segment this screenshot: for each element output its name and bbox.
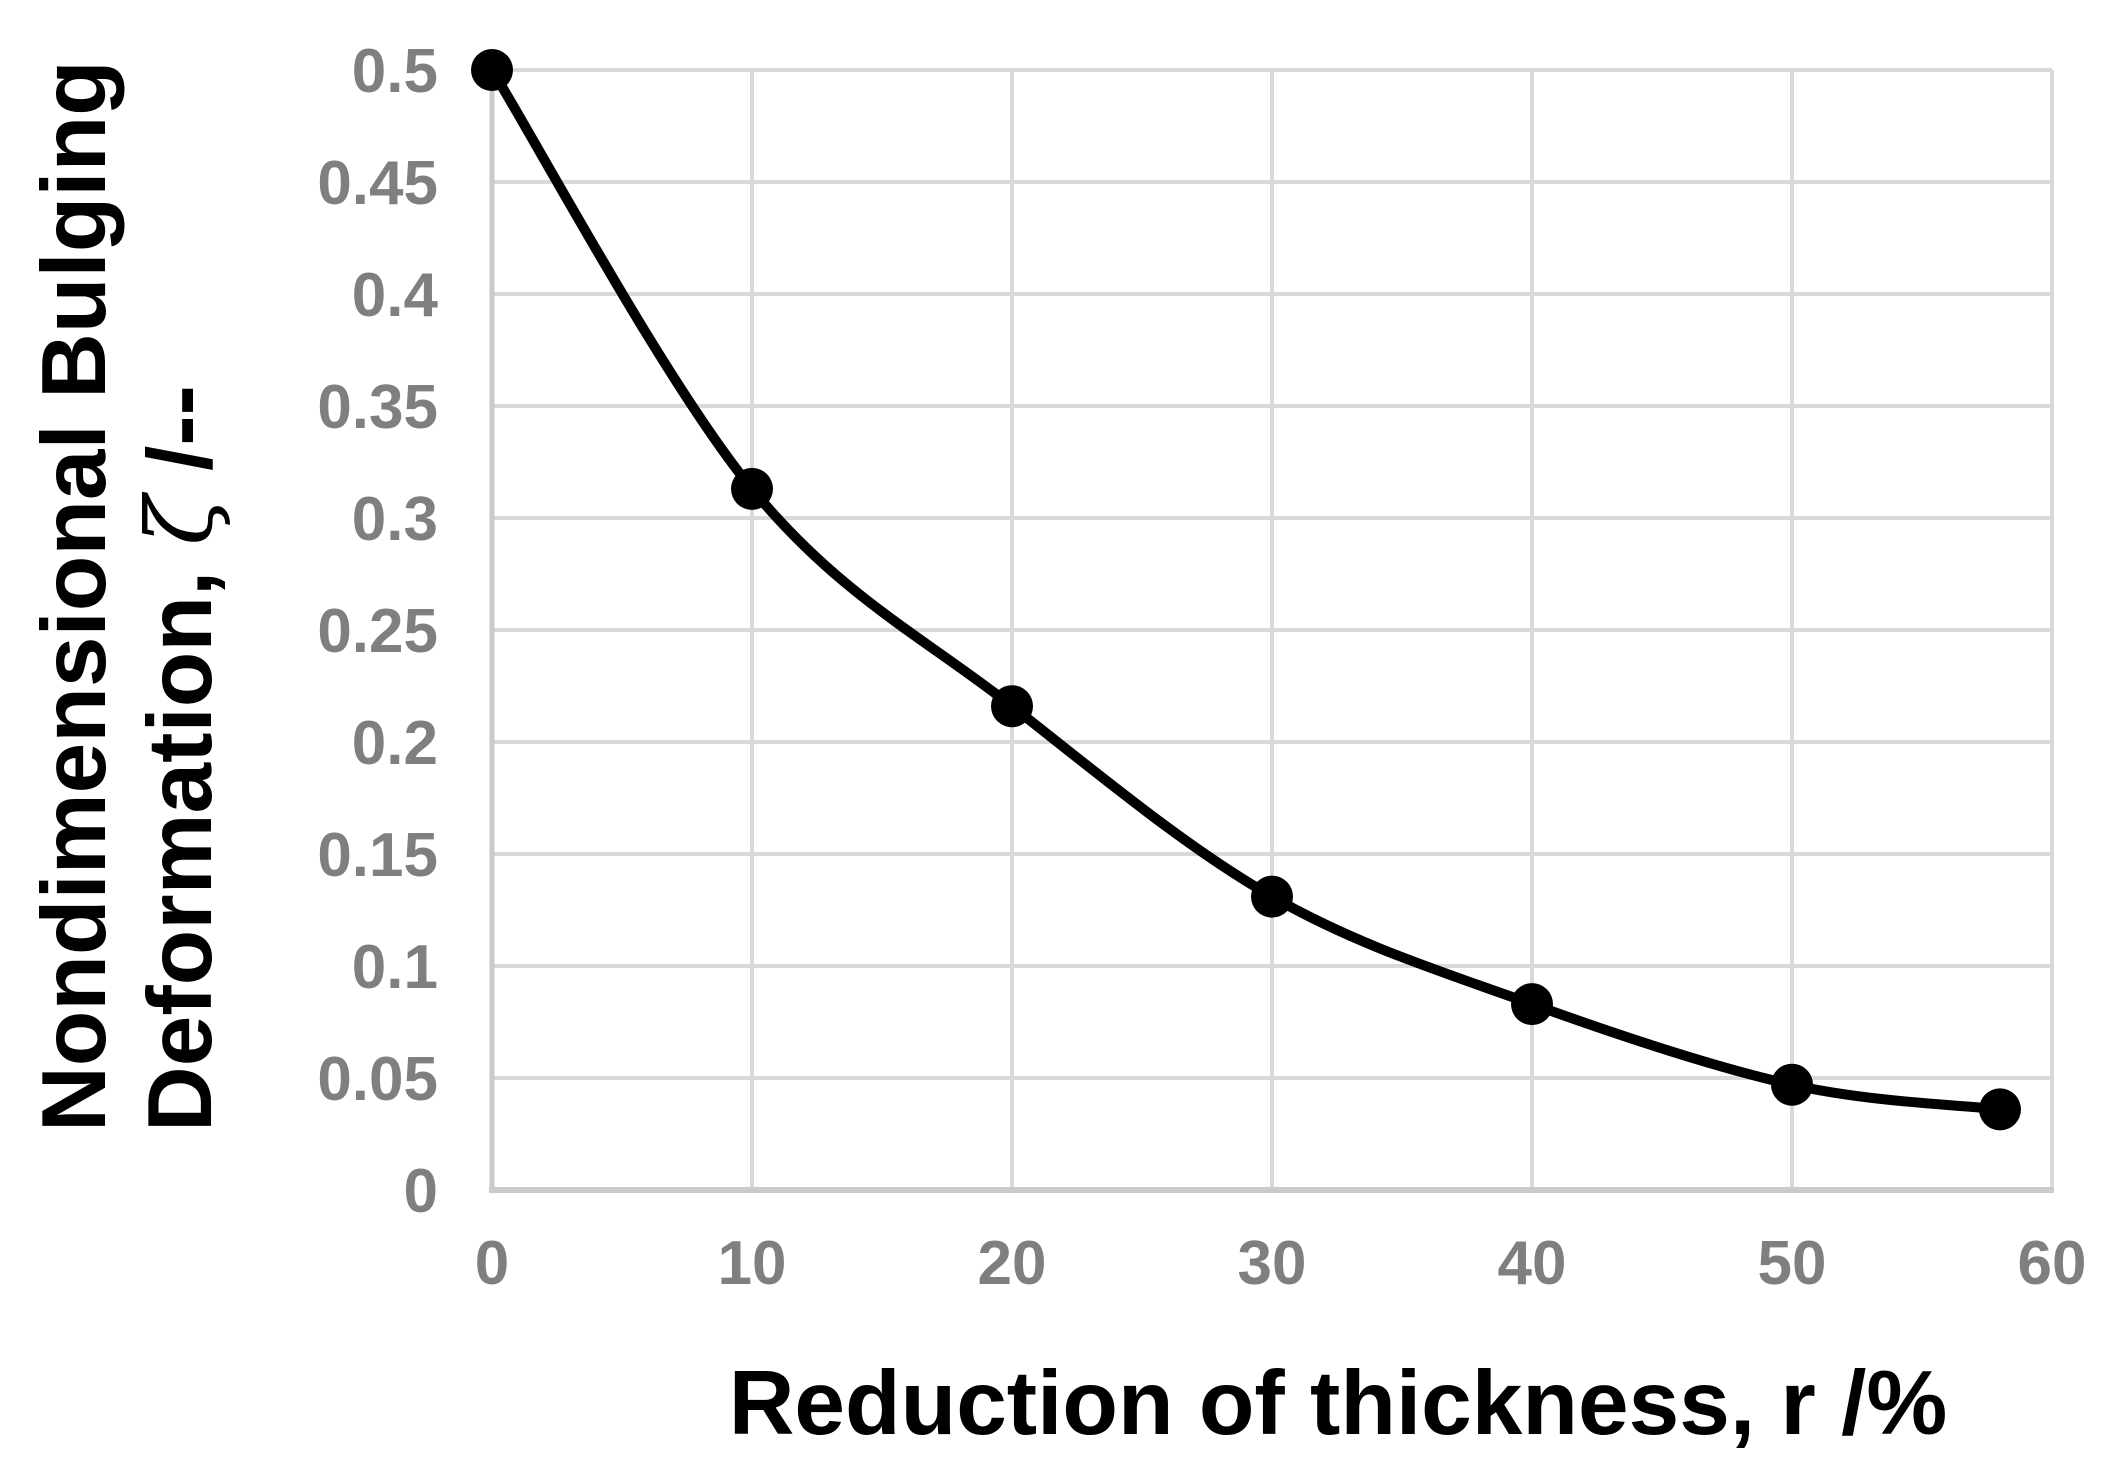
data-point-marker [1771,1063,1813,1106]
y-tick-label: 0.2 [352,709,438,778]
y-axis-title-line2: Deformation, ζ /-- [128,60,234,1132]
y-axis-title-text1: Nondimensional Bulging [24,60,125,1132]
y-tick-label: 0.5 [352,37,438,106]
y-axis-title-line1: Nondimensional Bulging [22,60,128,1132]
data-point-marker [991,685,1033,728]
x-axis-title-text: Reduction of thickness, [728,1353,1781,1454]
data-point-marker [1979,1088,2021,1131]
y-axis-title-units: /-- [130,385,231,497]
y-axis-title-text2: Deformation, [130,545,231,1132]
data-point-marker [471,49,513,91]
y-tick-label: 0.3 [352,485,438,554]
y-tick-label: 0.05 [317,1045,438,1114]
data-point-marker [1511,983,1553,1026]
zeta-symbol: ζ [128,496,233,546]
x-tick-label: 20 [978,1229,1047,1298]
y-tick-label: 0.15 [317,821,438,890]
x-tick-label: 40 [1498,1229,1567,1298]
y-tick-label: 0.4 [352,261,439,330]
x-axis-title-units: /% [1815,1353,1948,1454]
x-tick-label: 0 [475,1229,509,1298]
y-tick-label: 0 [404,1157,438,1226]
y-tick-label: 0.45 [317,149,438,218]
x-axis-title: Reduction of thickness, r /% [568,1352,2104,1456]
y-axis-title: Nondimensional Bulging Deformation, ζ /-… [22,60,234,1132]
x-tick-label: 60 [2018,1229,2087,1298]
x-tick-label: 50 [1758,1229,1827,1298]
x-tick-label: 10 [718,1229,787,1298]
data-point-marker [731,467,773,510]
x-tick-label: 30 [1238,1229,1307,1298]
data-point-marker [1251,875,1293,918]
y-tick-label: 0.25 [317,597,438,666]
y-tick-label: 0.35 [317,373,438,442]
r-symbol: r [1780,1353,1816,1454]
y-tick-label: 0.1 [352,933,438,1002]
series-line [487,65,2005,1115]
